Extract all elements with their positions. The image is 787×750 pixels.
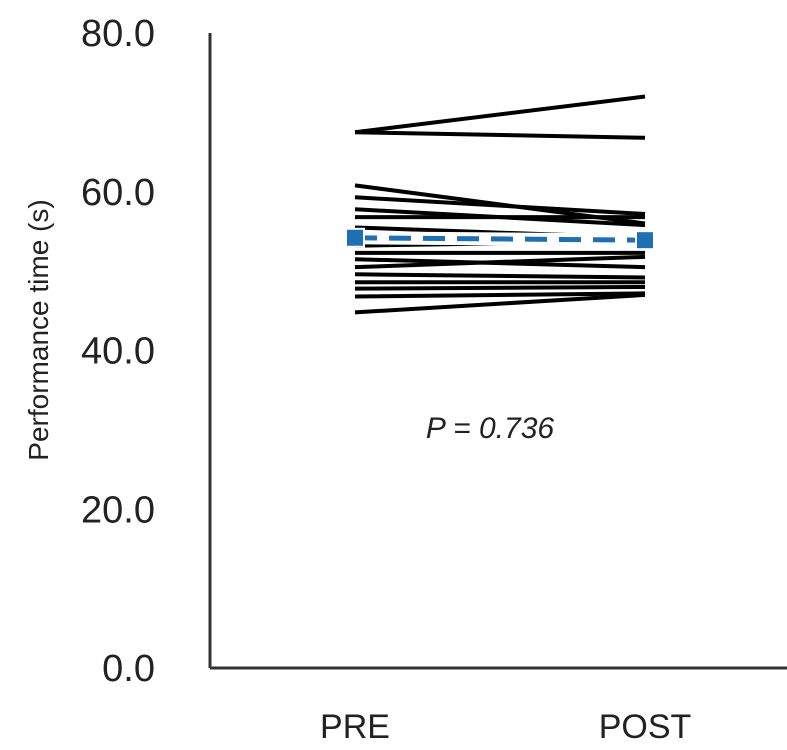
subject-line [354, 292, 646, 315]
p-value-annotation: P = 0.736 [426, 412, 554, 445]
y-tick-label: 40.0 [81, 331, 155, 373]
mean-marker [345, 227, 365, 248]
x-axis-categories: PRE POST [320, 708, 691, 746]
subject-line [354, 94, 646, 135]
y-tick-label: 20.0 [81, 489, 155, 531]
y-tick-label: 60.0 [81, 172, 155, 214]
subject-line [354, 272, 646, 280]
x-category-label: POST [599, 708, 692, 746]
subject-line [354, 195, 646, 216]
individual-lines [354, 94, 646, 315]
y-tick-label: 80.0 [81, 13, 155, 55]
y-axis-ticks: 0.0 20.0 40.0 60.0 80.0 [81, 13, 155, 690]
x-category-label: PRE [320, 708, 390, 746]
y-axis-title: Performance time (s) [23, 199, 54, 460]
y-tick-label: 0.0 [102, 648, 155, 690]
subject-line [354, 254, 646, 270]
subject-line [354, 291, 646, 299]
mean-marker [635, 230, 655, 251]
subject-line [354, 130, 646, 140]
subject-line [354, 285, 646, 291]
mean-line [354, 235, 646, 243]
mean-series [345, 227, 655, 251]
